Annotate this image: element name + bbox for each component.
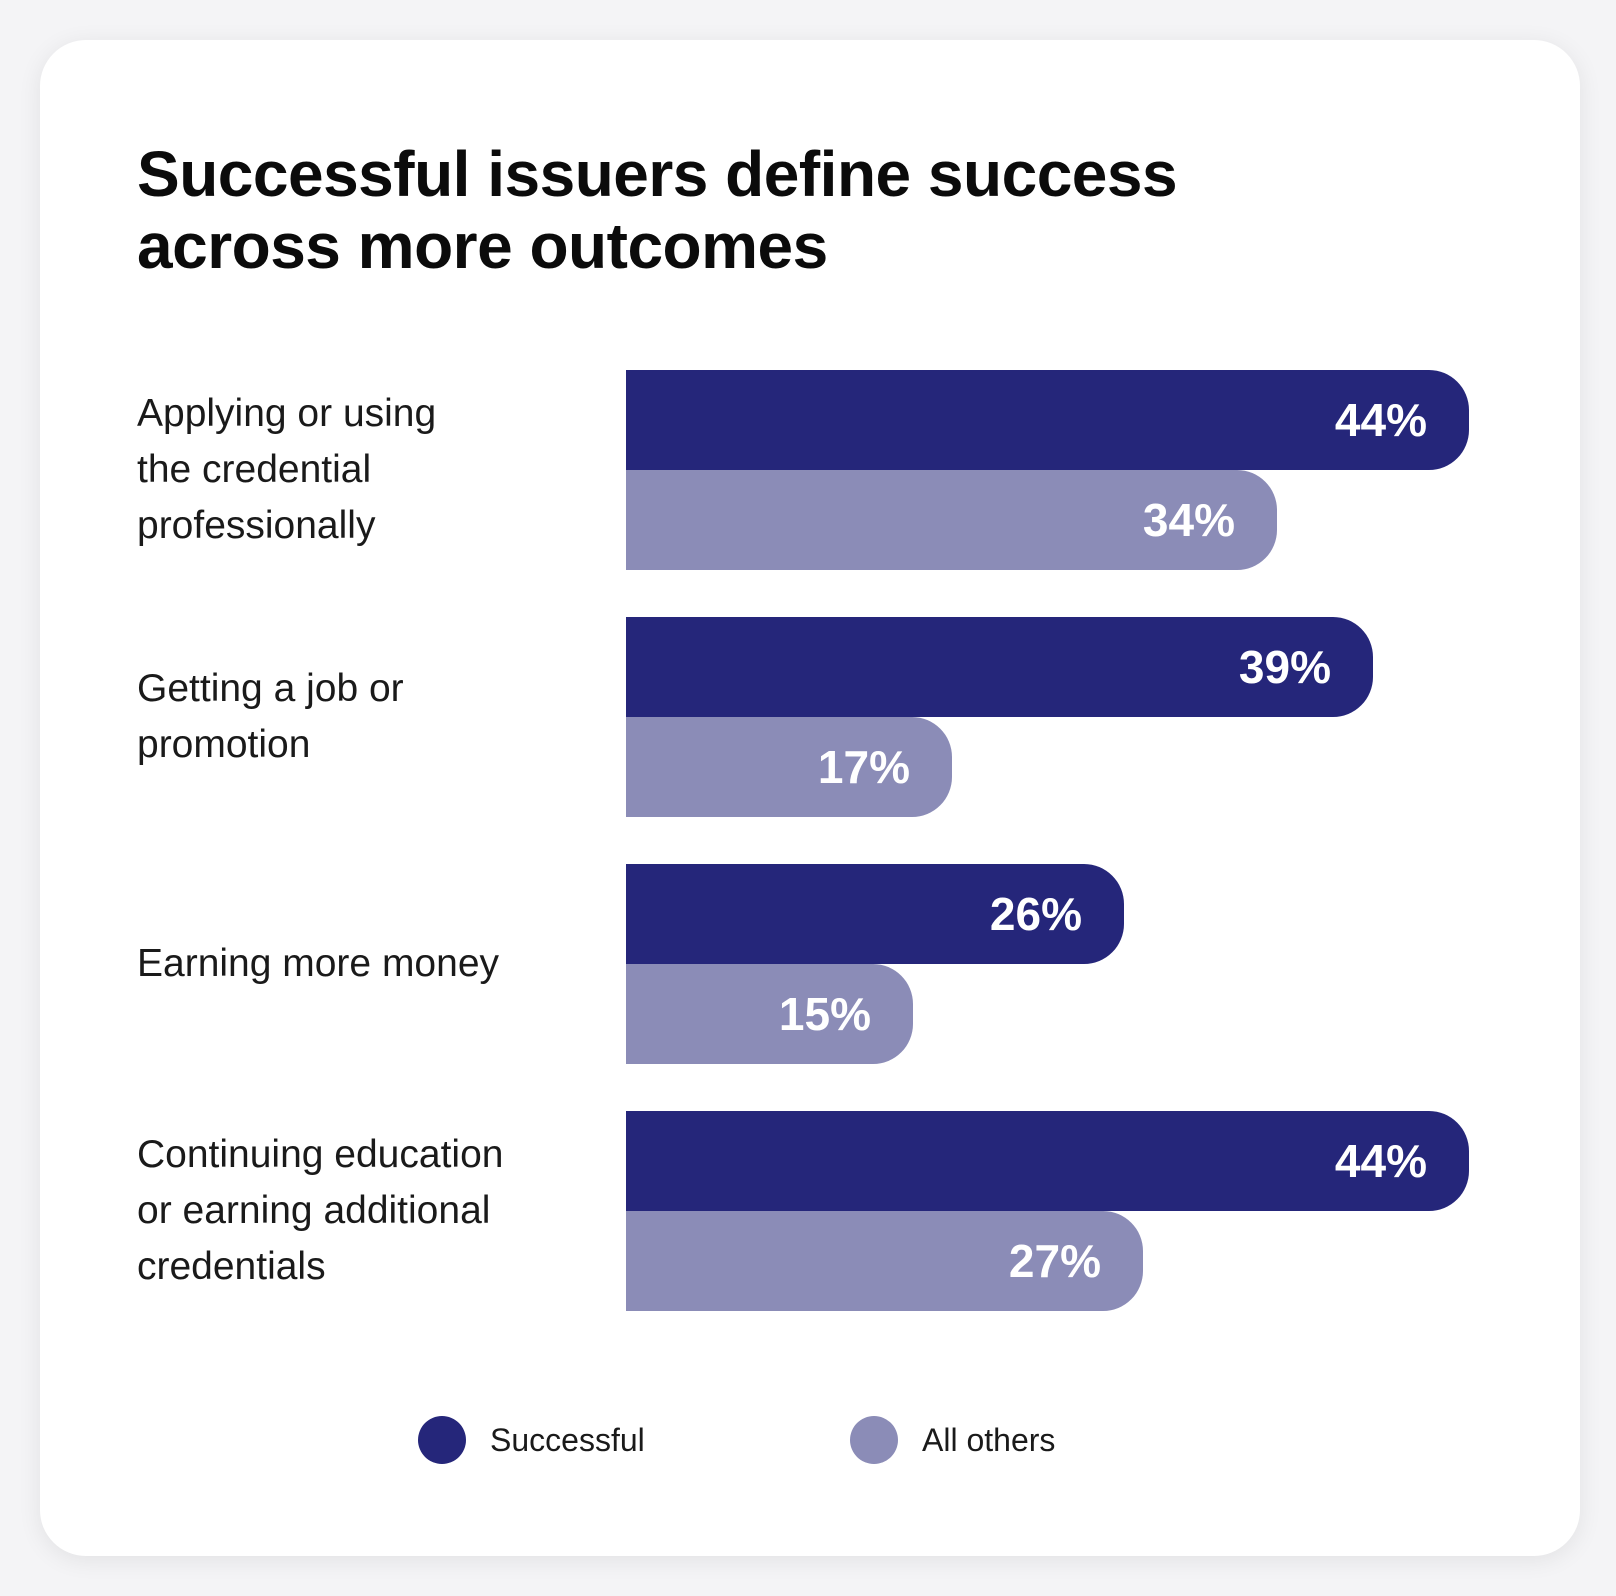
legend-label: Successful — [490, 1421, 645, 1458]
bar-successful — [626, 1111, 1469, 1211]
legend-swatch — [850, 1416, 898, 1464]
chart-title: Successful issuers define success across… — [137, 138, 1178, 282]
bar-successful — [626, 617, 1373, 717]
category-label: Continuing education or earning addition… — [137, 1133, 504, 1288]
legend-item-all-others: All others — [850, 1412, 1055, 1468]
bar-all-others — [626, 1211, 1143, 1311]
legend-item-successful: Successful — [418, 1412, 645, 1468]
bar-value-label: 27% — [1008, 1235, 1101, 1287]
bar-value-label: 44% — [1334, 394, 1427, 446]
bar-value-label: 17% — [817, 741, 910, 793]
category-label: Earning more money — [137, 942, 500, 985]
bar-value-label: 39% — [1238, 641, 1331, 693]
bar-all-others — [626, 717, 952, 817]
bar-all-others — [626, 964, 913, 1064]
bar-value-label: 34% — [1142, 494, 1235, 546]
legend-swatch — [418, 1416, 466, 1464]
category-label: Getting a job or promotion — [137, 667, 404, 766]
category-label: Applying or using the credential profess… — [137, 392, 437, 547]
bar-value-label: 15% — [778, 988, 871, 1040]
bar-value-label: 44% — [1334, 1135, 1427, 1187]
bar-successful — [626, 864, 1124, 964]
legend-label: All others — [922, 1421, 1056, 1458]
bar-value-label: 26% — [989, 888, 1082, 940]
bar-successful — [626, 370, 1469, 470]
bar-all-others — [626, 470, 1277, 570]
